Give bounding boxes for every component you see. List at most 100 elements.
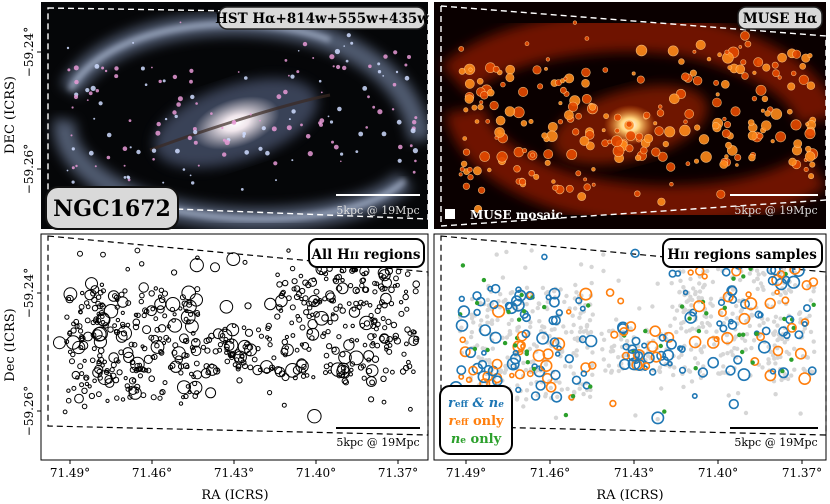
- background-region-marker: [603, 368, 608, 373]
- muse-knot: [760, 120, 772, 131]
- region-marker: [343, 379, 349, 386]
- region-marker: [281, 343, 294, 357]
- region-marker: [130, 360, 136, 365]
- background-region-marker: [559, 387, 564, 392]
- hst-knot: [106, 155, 111, 160]
- muse-knot: [804, 151, 816, 162]
- hst-knot: [71, 180, 75, 184]
- region-marker: [133, 312, 139, 318]
- muse-knot: [695, 39, 706, 50]
- region-marker: [146, 305, 157, 317]
- muse-knot: [489, 100, 499, 111]
- hst-knot: [305, 134, 311, 139]
- sample-reff-ne-marker: [801, 320, 808, 327]
- region-marker: [187, 389, 192, 395]
- background-region-marker: [485, 320, 490, 325]
- region-marker: [71, 370, 81, 380]
- hst-knot: [414, 116, 418, 120]
- background-region-marker: [468, 334, 474, 340]
- sample-reff-ne-marker: [511, 298, 525, 312]
- background-region-marker: [681, 269, 686, 274]
- region-marker: [333, 278, 339, 285]
- region-marker: [120, 310, 125, 315]
- region-marker: [412, 338, 419, 345]
- muse-knot: [530, 152, 536, 158]
- background-region-marker: [560, 349, 565, 354]
- sample-ne-only-marker: [741, 274, 746, 279]
- region-marker: [105, 398, 110, 403]
- background-region-marker: [503, 367, 509, 372]
- region-marker: [142, 325, 152, 335]
- background-region-marker: [524, 397, 529, 402]
- region-marker: [177, 363, 185, 370]
- region-marker: [110, 362, 117, 368]
- background-region-marker: [712, 342, 717, 347]
- sample-reff-only-marker: [798, 372, 812, 385]
- background-region-marker: [679, 321, 684, 326]
- hst-knot: [397, 158, 402, 163]
- background-region-marker: [609, 368, 615, 374]
- muse-label-box: [737, 6, 823, 30]
- region-marker: [212, 328, 224, 340]
- muse-knot: [581, 79, 590, 88]
- muse-knot: [464, 78, 475, 89]
- muse-knot: [635, 44, 648, 57]
- muse-knot: [741, 72, 749, 80]
- hst-knot: [98, 101, 103, 106]
- muse-knot: [805, 145, 812, 153]
- region-marker: [352, 286, 360, 295]
- region-marker: [143, 308, 150, 315]
- muse-knot: [683, 119, 688, 124]
- background-region-marker: [570, 313, 575, 318]
- hst-knot: [381, 131, 387, 137]
- background-region-marker: [674, 329, 679, 335]
- sample-reff-only-marker: [605, 288, 615, 297]
- region-marker: [158, 296, 166, 304]
- region-marker: [392, 332, 399, 340]
- sample-ne-only-marker: [643, 328, 648, 334]
- sample-reff-ne-marker: [458, 295, 465, 302]
- background-region-marker: [782, 372, 788, 377]
- background-region-marker: [590, 350, 595, 355]
- sample-ne-only-marker: [506, 309, 511, 314]
- region-marker: [171, 269, 178, 276]
- muse-knot: [505, 73, 515, 83]
- background-region-marker: [616, 278, 621, 283]
- background-region-marker: [577, 386, 582, 391]
- background-region-marker: [476, 355, 481, 360]
- sample-reff-ne-marker: [549, 296, 560, 308]
- background-region-marker: [811, 339, 816, 344]
- region-marker: [341, 377, 349, 385]
- region-marker: [66, 296, 72, 302]
- hst-knot: [123, 176, 127, 179]
- sample-reff-only-marker: [459, 336, 467, 344]
- background-region-marker: [568, 364, 573, 369]
- region-marker: [374, 307, 381, 314]
- background-region-marker: [792, 367, 797, 372]
- region-marker: [74, 393, 84, 404]
- region-marker: [99, 303, 106, 310]
- hst-knot: [174, 114, 178, 119]
- region-marker: [138, 298, 145, 305]
- region-marker: [336, 282, 349, 295]
- region-marker: [95, 294, 102, 300]
- region-marker: [96, 311, 101, 317]
- sample-ne-only-marker: [502, 340, 508, 346]
- hst-knot: [242, 131, 246, 136]
- region-marker: [233, 350, 247, 364]
- background-region-marker: [578, 325, 583, 330]
- muse-knot: [664, 126, 676, 138]
- hst-knot: [336, 64, 341, 70]
- muse-knot: [544, 159, 551, 166]
- background-region-marker: [506, 321, 512, 327]
- region-marker: [291, 278, 298, 285]
- background-region-marker: [773, 314, 779, 319]
- background-region-marker: [589, 280, 594, 286]
- muse-knot: [790, 119, 802, 131]
- background-region-marker: [599, 331, 604, 336]
- muse-knot: [751, 95, 758, 102]
- muse-knot: [487, 167, 492, 173]
- hst-knot: [240, 188, 244, 191]
- sample-reff-ne-marker: [455, 319, 469, 332]
- background-region-marker: [771, 319, 777, 324]
